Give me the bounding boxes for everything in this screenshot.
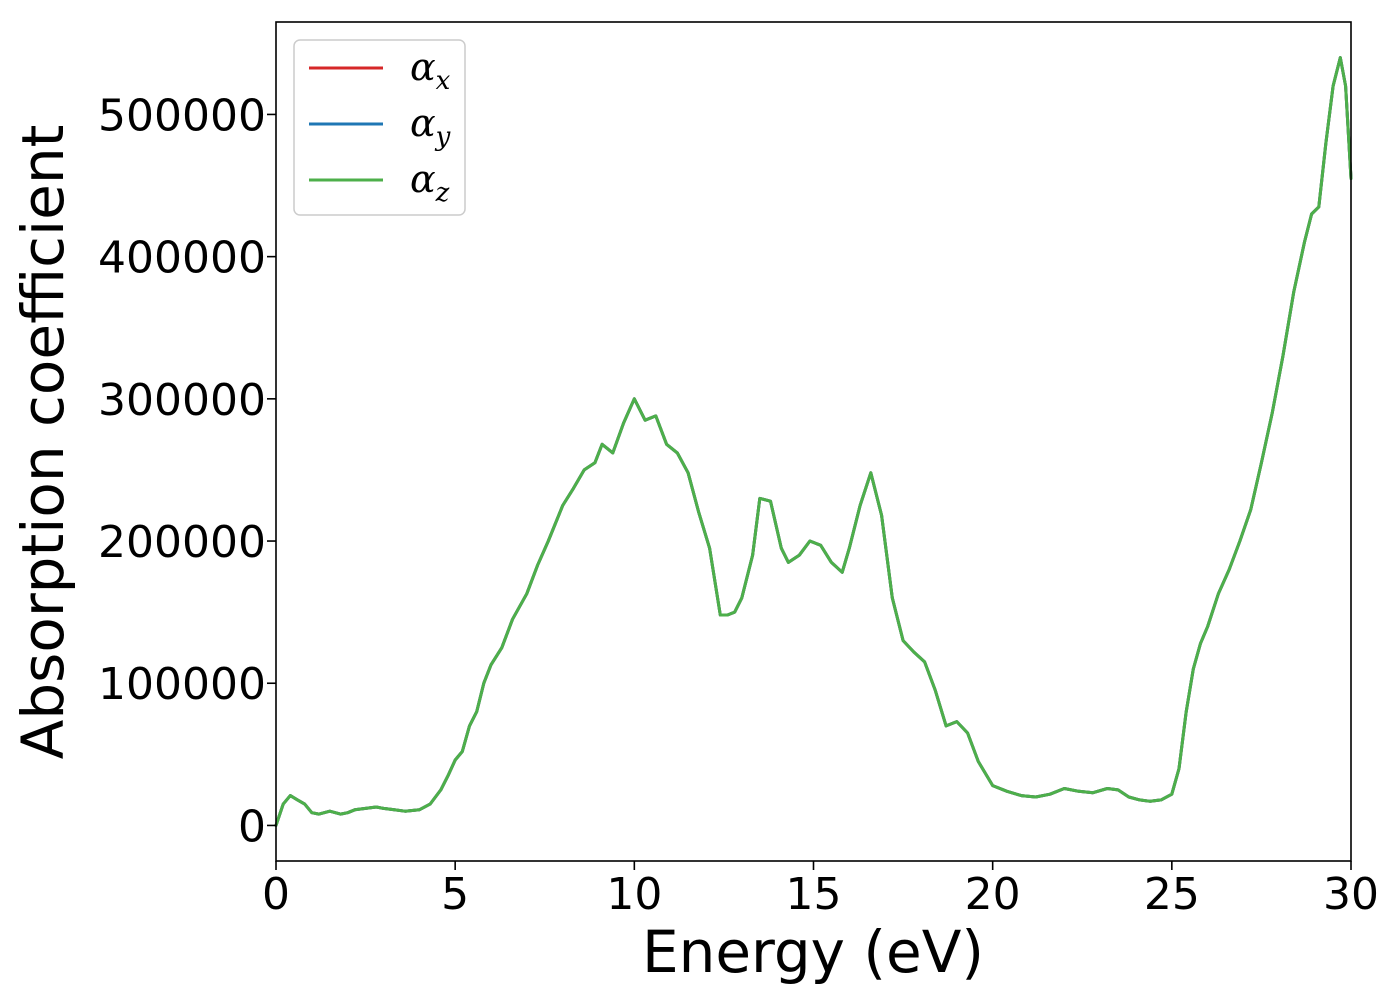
y-axis-ticks: 0 100000 200000 300000 400000 500000 [98, 90, 276, 852]
legend-label-z: αz [410, 157, 450, 208]
x-tick-label: 20 [965, 869, 1021, 920]
y-tick-label: 0 [238, 801, 266, 852]
x-tick-label: 0 [262, 869, 290, 920]
legend-label-y: αy [410, 101, 451, 152]
x-tick-label: 15 [786, 869, 842, 920]
y-axis-title: Absorption coefficient [9, 125, 77, 760]
legend-label-x: αx [410, 45, 451, 96]
y-tick-label: 400000 [98, 233, 266, 284]
y-tick-label: 100000 [98, 659, 266, 710]
series-line-z [274, 56, 1353, 827]
series-lines [274, 56, 1353, 827]
y-tick-label: 200000 [98, 517, 266, 568]
x-axis-title: Energy (eV) [642, 918, 984, 986]
x-tick-label: 25 [1144, 869, 1200, 920]
y-tick-label: 500000 [98, 90, 266, 141]
x-tick-label: 5 [441, 869, 469, 920]
x-tick-label: 10 [606, 869, 662, 920]
y-tick-label: 300000 [98, 375, 266, 426]
legend-box [293, 39, 466, 216]
x-axis-ticks: 0 5 10 15 20 25 30 [262, 861, 1379, 920]
x-tick-label: 30 [1323, 869, 1379, 920]
